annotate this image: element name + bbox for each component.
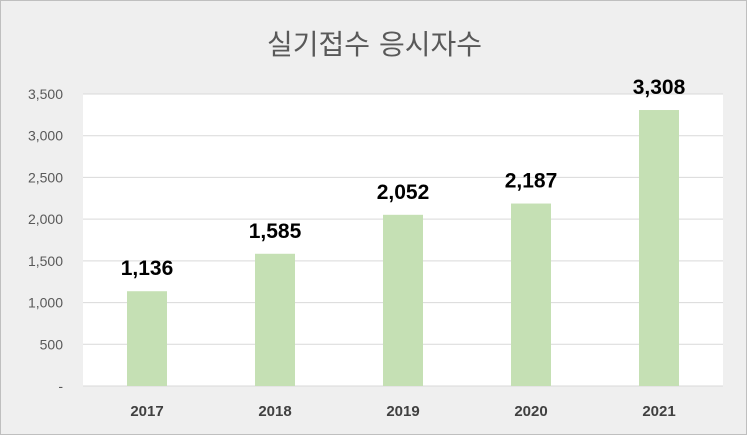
x-category-label: 2018 — [258, 403, 291, 420]
x-category-label: 2019 — [386, 403, 419, 420]
bar — [255, 253, 295, 386]
y-tick-label: 500 — [40, 336, 64, 352]
x-category-label: 2021 — [642, 403, 675, 420]
data-label: 2,187 — [505, 170, 558, 193]
y-tick-label: 2,000 — [28, 211, 63, 227]
x-category-label: 2017 — [130, 403, 163, 420]
y-tick-label: 2,500 — [28, 169, 63, 185]
chart-title: 실기접수 응시자수 — [267, 28, 482, 61]
data-label: 3,308 — [633, 76, 686, 99]
data-label: 2,052 — [377, 181, 430, 204]
bar — [511, 203, 551, 386]
y-tick-label: 1,500 — [28, 253, 63, 269]
bar — [383, 214, 423, 386]
y-tick-label: - — [58, 378, 63, 394]
y-tick-label: 3,000 — [28, 128, 63, 144]
data-label: 1,585 — [249, 220, 302, 243]
y-tick-label: 1,000 — [28, 295, 63, 311]
bar — [127, 291, 167, 386]
data-label: 1,136 — [121, 257, 174, 280]
bar — [639, 110, 679, 387]
x-category-label: 2020 — [514, 403, 547, 420]
y-tick-label: 3,500 — [28, 86, 63, 102]
